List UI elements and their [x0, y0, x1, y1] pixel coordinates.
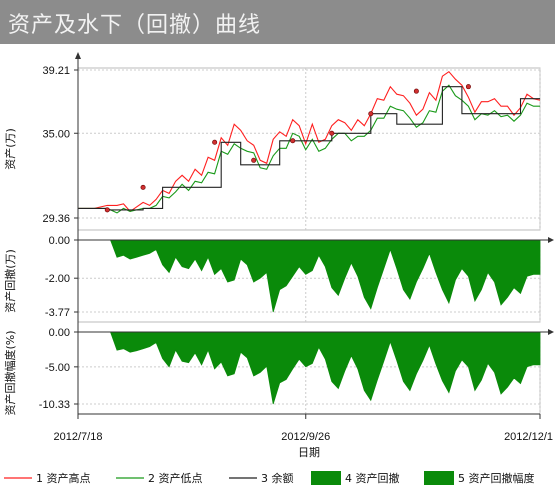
axis-arrow-2 — [548, 329, 554, 335]
ylabel-top: 资产(万) — [3, 128, 17, 170]
trade-marker — [140, 184, 146, 190]
series-balance-line — [78, 86, 540, 211]
ytick-top-1: 39.21 — [42, 65, 70, 77]
legend-swatch-4 — [311, 471, 341, 485]
x-axis-label: 日期 — [298, 446, 320, 459]
legend-label-3: 3 余额 — [261, 471, 294, 485]
axis-arrow-1 — [548, 237, 554, 243]
series-drawdown-area — [78, 239, 541, 313]
ylabel-2: 资产回撤幅度(%) — [3, 330, 17, 415]
legend-label-1: 1 资产高点 — [36, 471, 91, 485]
trade-marker — [329, 130, 335, 136]
ytick-top-2: 35.00 — [42, 128, 70, 140]
legend-swatch-5 — [424, 471, 454, 485]
trade-marker — [212, 139, 218, 145]
legend-label-5: 5 资产回撤幅度 — [458, 471, 535, 485]
ytick-2-3: -10.33 — [39, 399, 70, 411]
legend-label-2: 2 资产低点 — [148, 471, 203, 485]
ytick-1-2: -2.00 — [45, 273, 70, 285]
y-axis-arrow — [75, 52, 81, 59]
ylabel-1: 资产回撤(万) — [3, 249, 17, 313]
series-low-line — [78, 84, 540, 214]
title-bar: 资产及水下（回撤）曲线 — [0, 0, 555, 44]
xtick-label-2: 2012/9/26 — [281, 431, 330, 443]
series-drawdown-pct-area — [78, 331, 541, 405]
ytick-2-2: -5.00 — [45, 362, 70, 374]
ytick-1-1: 0.00 — [49, 235, 70, 247]
trade-marker — [413, 88, 419, 94]
panel-frame-1 — [77, 67, 541, 231]
series-high-line — [78, 70, 541, 213]
ytick-2-1: 0.00 — [49, 327, 70, 339]
trade-marker — [290, 138, 296, 144]
trade-marker — [368, 111, 374, 117]
trade-marker — [104, 207, 110, 213]
ytick-1-3: -3.77 — [45, 307, 70, 319]
trade-marker — [465, 84, 471, 90]
trade-marker — [251, 157, 257, 163]
xtick-label-3: 2012/12/1 — [504, 431, 553, 443]
chart-title: 资产及水下（回撤）曲线 — [8, 13, 262, 38]
ytick-top-3: 29.36 — [42, 213, 70, 225]
legend-label-4: 4 资产回撤 — [345, 471, 400, 485]
xtick-label-1: 2012/7/18 — [54, 431, 103, 443]
